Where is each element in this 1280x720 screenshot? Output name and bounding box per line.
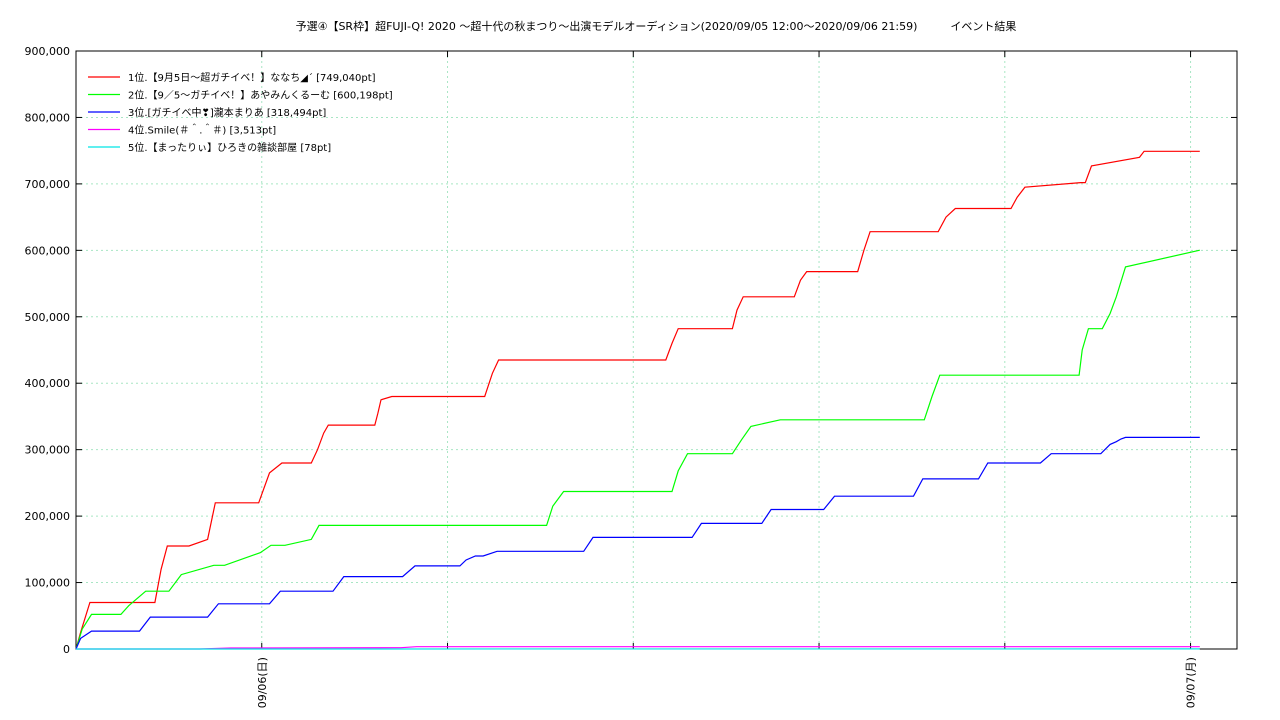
y-tick-label: 100,000 [25,577,71,590]
legend: 1位.【9月5日〜超ガチイベ！】ななち◢ˊ [749,040pt] 2位.【9／5… [88,71,393,154]
y-tick-label: 400,000 [25,377,71,390]
y-tick-label: 300,000 [25,444,71,457]
legend-label: 5位.【まったりぃ】ひろきの雑談部屋 [78pt] [128,141,331,154]
series-line-3 [75,436,1200,650]
plot-frame [75,50,1238,650]
series-line-1 [75,150,1200,650]
chart-title: 予選④【SR枠】超FUJI-Q! 2020 〜超十代の秋まつり〜出演モデルオーデ… [296,19,1017,33]
y-tick-label: 800,000 [25,111,71,124]
series-lines [75,150,1200,650]
grid-lines [76,51,1237,649]
legend-label: 4位.Smile(＃＾.＾＃) [3,513pt] [128,123,276,137]
y-tick-label: 500,000 [25,311,71,324]
legend-label: 3位.[ガチイベ中❣]瀧本まりあ [318,494pt] [128,106,326,119]
y-tick-label: 0 [63,643,70,656]
y-tick-label: 600,000 [25,244,71,257]
x-tick-label: 09/07(月) [1185,657,1198,708]
legend-label: 2位.【9／5〜ガチイベ！】あやみんくるーむ [600,198pt] [128,89,393,102]
legend-label: 1位.【9月5日〜超ガチイベ！】ななち◢ˊ [749,040pt] [128,71,376,84]
y-axis: 0 100,000 200,000 300,000 400,000 500,000 600,… [25,45,1237,656]
x-axis: 09/06(日) 09/07(月) [256,51,1198,708]
y-tick-label: 900,000 [25,45,71,58]
y-tick-label: 200,000 [25,510,71,523]
x-tick-label: 09/06(日) [256,657,269,708]
y-tick-label: 700,000 [25,178,71,191]
series-line-2 [75,249,1200,650]
